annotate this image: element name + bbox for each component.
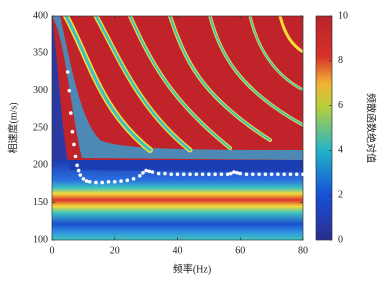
point [94, 180, 98, 185]
point [73, 154, 78, 159]
colorbar-tick-label: 10 [338, 10, 348, 21]
point [200, 172, 205, 177]
point [219, 172, 224, 177]
point [263, 172, 268, 177]
point [169, 172, 174, 177]
point [175, 172, 180, 177]
point [141, 171, 145, 175]
y-tick-label: 150 [33, 197, 48, 208]
y-tick-label: 250 [33, 122, 48, 133]
point [213, 172, 217, 177]
y-tick-label: 200 [33, 160, 48, 171]
point [257, 172, 261, 177]
point [181, 172, 186, 177]
colorbar-tick-label: 2 [338, 189, 343, 200]
point [235, 171, 239, 175]
y-tick-label: 100 [33, 234, 48, 245]
point [81, 176, 86, 181]
point [288, 172, 293, 177]
point [131, 176, 136, 181]
point [125, 178, 130, 183]
colorbar-tick-label: 8 [338, 55, 343, 66]
point [163, 171, 167, 176]
colorbar-tick-label: 4 [338, 145, 343, 156]
y-axis-label: 相速度(m/s) [6, 102, 19, 153]
point [229, 171, 233, 176]
colorbar-label: 频散函数绝对值 [365, 93, 378, 163]
point [72, 142, 76, 147]
point [75, 163, 79, 168]
point [138, 173, 142, 178]
point [76, 168, 81, 173]
point [188, 172, 192, 177]
colorbar-tick-label: 6 [338, 100, 343, 111]
point [244, 172, 249, 177]
point [194, 172, 199, 177]
heatmap [52, 16, 303, 240]
x-tick-label: 60 [235, 245, 245, 256]
point [69, 111, 73, 115]
point [232, 170, 236, 174]
point [301, 172, 305, 177]
point [282, 172, 286, 177]
point [70, 129, 75, 134]
point [251, 172, 255, 177]
point [119, 179, 123, 183]
x-tick-label: 0 [50, 245, 55, 256]
point [65, 70, 70, 74]
x-axis-label: 频率(Hz) [173, 262, 211, 275]
point [150, 170, 155, 174]
point [238, 171, 243, 176]
point [112, 179, 117, 184]
point [207, 172, 211, 177]
point [106, 179, 111, 184]
point [100, 180, 104, 185]
y-tick-label: 350 [33, 48, 48, 59]
point [78, 173, 83, 177]
point [67, 88, 72, 93]
x-tick-label: 80 [298, 245, 308, 256]
colorbar [315, 15, 333, 241]
y-tick-label: 400 [33, 10, 48, 21]
x-tick-label: 20 [110, 245, 120, 256]
point [84, 179, 89, 183]
point [269, 172, 274, 177]
point [87, 179, 92, 184]
point [144, 168, 148, 173]
y-tick-label: 300 [33, 85, 48, 96]
point [225, 172, 230, 177]
x-tick-label: 40 [173, 245, 183, 256]
point [156, 171, 161, 176]
point [294, 172, 299, 177]
colorbar-tick-label: 0 [338, 234, 343, 245]
point [276, 172, 280, 177]
point [147, 169, 152, 174]
